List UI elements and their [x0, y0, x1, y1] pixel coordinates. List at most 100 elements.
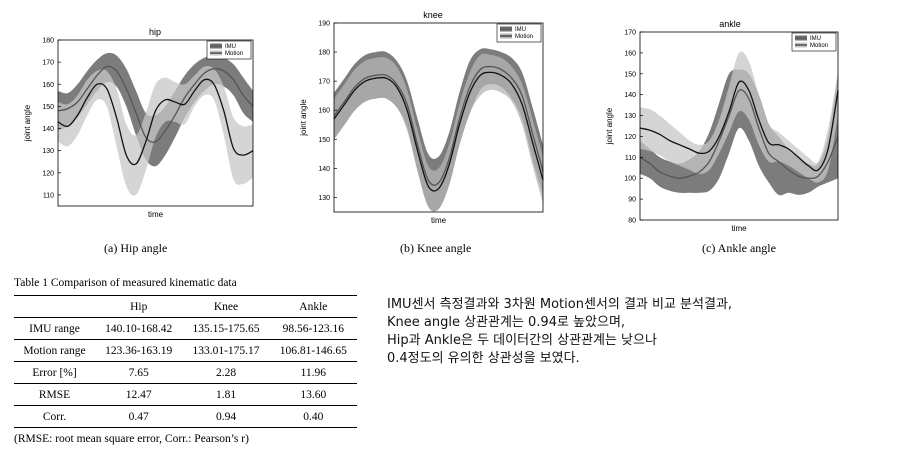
hip-y-tick-label: 120: [42, 170, 54, 177]
hip-x-axis-title: time: [148, 210, 164, 219]
ankle-y-tick-label: 170: [624, 30, 636, 37]
knee-y-tick-label: 180: [318, 50, 330, 57]
summary-line: IMU센서 측정결과와 3차원 Motion센서의 결과 비교 분석결과,: [387, 297, 733, 312]
summary-line: Hip과 Ankle은 두 데이터간의 상관관계는 낮으나: [387, 333, 657, 348]
knee-imu-mean-line: [333, 65, 544, 186]
table-cell: Motion range: [14, 339, 96, 362]
ankle-y-tick-label: 110: [625, 155, 636, 162]
summary-line: Knee angle 상관관계는 0.94로 높았으며,: [387, 315, 626, 330]
table-cell: IMU range: [14, 317, 96, 340]
knee-plot-frame: [333, 22, 544, 213]
knee-title: knee: [423, 10, 443, 20]
table-cell: 11.96: [269, 361, 357, 384]
hip-plot-frame: [57, 39, 254, 207]
ankle-imu-mean-line: [639, 89, 839, 179]
ankle-plot-frame: [639, 31, 839, 221]
ankle-y-tick-label: 130: [624, 113, 636, 120]
hip-y-axis-title: joint angle: [23, 104, 32, 142]
knee-legend-label: IMU: [515, 27, 526, 33]
table-cell: 140.10-168.42: [95, 317, 183, 340]
hip-imu-mean-line: [57, 65, 254, 143]
hip-legend-label: Motion: [225, 51, 243, 57]
ankle-y-tick-label: 100: [624, 176, 636, 183]
table-cell: Corr.: [14, 405, 96, 428]
summary-line: 0.4정도의 유의한 상관성을 보였다.: [387, 351, 580, 366]
knee-chart-svg: 130 140 150 160 170 180 190 joint angle time knee…: [299, 10, 544, 225]
hip-motion-band: [58, 65, 253, 196]
table-footnote: (RMSE: root mean square error, Corr.: Pe…: [14, 433, 249, 445]
hip-chart-caption: (a) Hip angle: [104, 241, 168, 255]
hip-y-tick-label: 140: [42, 126, 54, 133]
ankle-chart-caption: (c) Ankle angle: [702, 241, 776, 255]
ankle-motion-band: [640, 51, 838, 183]
knee-motion-band: [334, 53, 543, 212]
table-row: Motion range 123.36-163.19 133.01-175.17…: [14, 339, 357, 362]
ankle-y-tick-label: 150: [624, 71, 636, 78]
knee-y-tick-label: 150: [318, 137, 330, 144]
knee-y-tick-label: 190: [318, 21, 330, 28]
table-cell: RMSE: [14, 383, 96, 406]
knee-legend-label: Motion: [515, 34, 533, 40]
ankle-title: ankle: [719, 19, 741, 29]
hip-legend-label: IMU: [225, 44, 236, 50]
hip-y-tick-label: 170: [42, 60, 54, 67]
ankle-y-tick-label: 90: [628, 197, 636, 204]
table-cell: 133.01-175.17: [182, 339, 270, 362]
table-cell: 0.47: [95, 405, 183, 428]
comparison-table: Hip Knee Ankle IMU range 140.10-168.42 1…: [14, 295, 357, 428]
ankle-y-axis-title: joint angle: [605, 107, 614, 145]
table-header-cell: [14, 295, 96, 318]
ankle-legend-label: IMU: [810, 36, 821, 42]
knee-chart: 130 140 150 160 170 180 190 joint angle time knee…: [290, 0, 565, 262]
hip-y-tick-label: 180: [42, 38, 54, 45]
table-cell: 13.60: [269, 383, 357, 406]
ankle-chart: 80 90 100 110 120 130 140 150 160 170 joint angle t…: [590, 0, 870, 262]
ankle-y-tick-label: 140: [624, 92, 636, 99]
hip-y-tick-label: 130: [42, 148, 54, 155]
table-cell: 7.65: [95, 361, 183, 384]
table-caption: Table 1 Comparison of measured kinematic…: [14, 277, 237, 289]
knee-motion-mean-line: [333, 71, 544, 192]
table-cell: 123.36-163.19: [95, 339, 183, 362]
table-cell: 0.94: [182, 405, 270, 428]
knee-y-tick-label: 140: [318, 166, 330, 173]
knee-x-axis-title: time: [431, 216, 447, 225]
table-header-cell: Knee: [182, 295, 270, 318]
hip-y-tick-label: 110: [43, 192, 54, 199]
comparison-table-section: Table 1 Comparison of measured kinematic…: [14, 277, 364, 445]
hip-motion-mean-line: [57, 78, 254, 166]
knee-y-tick-label: 130: [318, 195, 330, 202]
table-cell: 2.28: [182, 361, 270, 384]
knee-chart-caption: (b) Knee angle: [400, 241, 472, 255]
table-cell: 135.15-175.65: [182, 317, 270, 340]
ankle-y-tick-label: 120: [624, 134, 636, 141]
table-row: IMU range 140.10-168.42 135.15-175.65 98…: [14, 317, 357, 340]
table-cell: 0.40: [269, 405, 357, 428]
ankle-y-tick-label: 160: [624, 50, 636, 57]
table-header-cell: Hip: [95, 295, 183, 318]
table-cell: 1.81: [182, 383, 270, 406]
knee-y-axis-title: joint angle: [299, 99, 308, 137]
table-cell: 12.47: [95, 383, 183, 406]
ankle-x-axis-title: time: [731, 224, 747, 233]
ankle-y-tick-label: 80: [628, 218, 636, 225]
table-cell: 98.56-123.16: [269, 317, 357, 340]
hip-chart-svg: 110 120 130 140 150 160 170 180 joint angle time h…: [23, 27, 254, 219]
hip-y-tick-label: 150: [42, 104, 54, 111]
table-header-cell: Ankle: [269, 295, 357, 318]
table-cell: Error [%]: [14, 361, 96, 384]
ankle-legend-label: Motion: [810, 43, 828, 49]
hip-title: hip: [149, 27, 161, 37]
ankle-chart-svg: 80 90 100 110 120 130 140 150 160 170 joint angle t…: [605, 19, 839, 233]
ankle-motion-mean-line: [639, 80, 839, 172]
knee-y-tick-label: 170: [318, 79, 330, 86]
hip-chart: 110 120 130 140 150 160 170 180 joint angle time h…: [0, 0, 275, 262]
table-header-row: Hip Knee Ankle: [14, 295, 357, 318]
table-row: Corr. 0.47 0.94 0.40: [14, 405, 357, 428]
table-row: Error [%] 7.65 2.28 11.96: [14, 361, 357, 384]
table-row: RMSE 12.47 1.81 13.60: [14, 383, 357, 406]
summary-text: IMU센서 측정결과와 3차원 Motion센서의 결과 비교 분석결과, Kn…: [387, 296, 732, 368]
knee-y-tick-label: 160: [318, 108, 330, 115]
table-cell: 106.81-146.65: [269, 339, 357, 362]
